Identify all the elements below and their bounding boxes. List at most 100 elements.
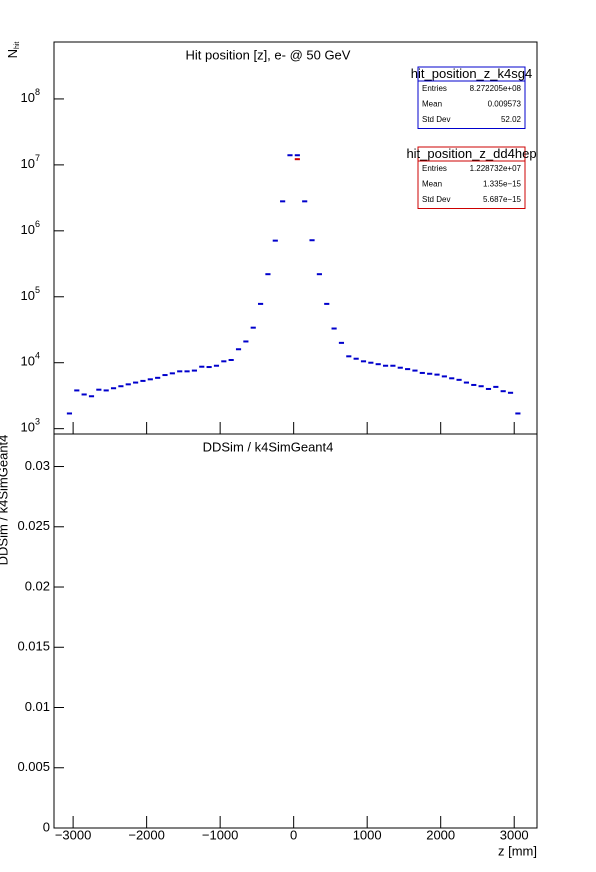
bin-marker (500, 390, 506, 393)
bin-marker (228, 358, 234, 361)
bin-marker (265, 273, 271, 276)
bin-marker (243, 340, 249, 343)
y-label-main: N (5, 49, 20, 58)
y-tick-base: 10 (21, 288, 35, 303)
bin-marker (471, 383, 477, 386)
y-tick-exponent: 8 (35, 87, 40, 97)
bin-marker (316, 273, 322, 276)
y-label-sub: hit (14, 42, 21, 49)
bin-marker (382, 364, 389, 367)
y-tick-label: 107 (21, 153, 40, 171)
bin-marker (66, 412, 73, 415)
bin-marker (485, 387, 492, 390)
bin-marker (493, 385, 499, 388)
pad-title: DDSim / k4SimGeant4 (203, 439, 334, 454)
y-tick-exponent: 3 (35, 417, 40, 427)
bin-marker (199, 365, 205, 368)
bin-marker (177, 370, 183, 373)
bin-marker (331, 327, 337, 330)
x-tick-label: −3000 (55, 827, 92, 842)
bin-marker (118, 385, 124, 388)
bin-marker (419, 371, 425, 374)
y-tick-base: 10 (21, 354, 35, 369)
bin-marker (412, 369, 418, 372)
x-tick-label: −1000 (202, 827, 239, 842)
y-tick-base: 10 (21, 420, 35, 435)
bin-marker (449, 377, 455, 380)
x-tick-label: 1000 (353, 827, 382, 842)
bin-marker (206, 366, 212, 369)
x-tick-label: 3000 (500, 827, 529, 842)
y-tick-base: 10 (21, 156, 35, 171)
bin-marker (515, 412, 521, 415)
bin-marker (125, 383, 131, 386)
y-tick-label: 0.025 (17, 518, 50, 533)
x-tick-label: −2000 (128, 827, 165, 842)
stats-value: 52.02 (501, 115, 522, 124)
y-tick-label: 0 (43, 819, 50, 834)
bin-marker (427, 372, 433, 375)
y-tick-label: 0.02 (25, 578, 50, 593)
y-tick-base: 10 (21, 90, 35, 105)
y-tick-label: 0.03 (25, 458, 50, 473)
bin-marker (507, 391, 514, 394)
bin-marker (88, 395, 95, 398)
bin-marker (456, 378, 462, 381)
stats-box (417, 146, 526, 209)
bin-marker (280, 200, 286, 203)
bin-marker (258, 302, 264, 305)
y-tick-label: 0.005 (17, 759, 50, 774)
y-axis-label: Nhit (5, 42, 20, 59)
bin-marker (360, 360, 367, 363)
stats-label: Std Dev (422, 115, 450, 124)
y-tick-label: 105 (21, 285, 40, 303)
bin-marker (155, 376, 161, 379)
bin-marker (81, 393, 87, 396)
bin-marker (169, 372, 175, 375)
x-tick-label: 2000 (426, 827, 455, 842)
bin-marker (353, 357, 359, 360)
y-tick-label: 104 (21, 351, 40, 369)
bin-marker (324, 302, 330, 305)
bin-marker (184, 370, 190, 373)
y-tick-label: 103 (21, 417, 40, 435)
stats-value: 0.009573 (488, 100, 522, 109)
bin-marker (110, 387, 117, 390)
x-tick-label: 0 (290, 827, 297, 842)
bin-marker (441, 375, 447, 378)
y-tick-label: 0.01 (25, 699, 50, 714)
y-tick-exponent: 7 (35, 153, 40, 163)
y-tick-exponent: 5 (35, 285, 40, 295)
bin-marker (96, 388, 102, 391)
stats-value: 1.228732e+07 (470, 164, 522, 173)
stats-name: hit_position_z_k4sg4 (411, 66, 532, 81)
bin-marker (250, 326, 256, 329)
x-axis-label: z [mm] (498, 843, 537, 858)
bin-marker (221, 360, 227, 363)
bin-marker (302, 200, 308, 203)
bin-marker (405, 368, 411, 371)
bin-marker (191, 369, 197, 372)
bin-marker (309, 239, 315, 242)
bin-marker (133, 381, 139, 384)
y-tick-base: 10 (21, 222, 35, 237)
bin-marker (338, 341, 345, 344)
stats-value: 1.335e−15 (483, 180, 522, 189)
y-tick-label: 108 (21, 87, 40, 105)
bin-marker (272, 239, 278, 242)
bin-marker (287, 154, 293, 157)
stats-label: Mean (422, 100, 442, 109)
bin-marker (368, 361, 374, 364)
bin-marker (140, 379, 146, 382)
stats-label: Std Dev (422, 195, 450, 204)
stats-label: Mean (422, 180, 442, 189)
y-axis-label: DDSim / k4SimGeant4 (0, 435, 10, 566)
bin-marker (434, 373, 440, 376)
stats-value: 8.272205e+08 (470, 84, 522, 93)
bin-marker (390, 364, 396, 367)
bin-marker (294, 154, 300, 157)
pad-title: Hit position [z], e- @ 50 GeV (186, 47, 351, 62)
bottom-frame (53, 433, 538, 829)
bin-marker (397, 366, 403, 369)
